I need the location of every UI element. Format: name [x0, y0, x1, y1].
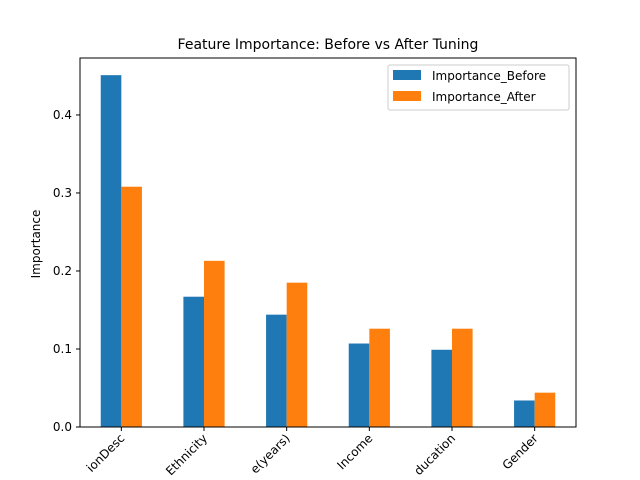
- y-tick-label: 0.1: [53, 342, 72, 356]
- legend-label: Importance_Before: [432, 69, 546, 83]
- bar-after: [534, 392, 556, 427]
- bar-after: [369, 328, 390, 427]
- legend: Importance_Before Importance_After: [387, 64, 570, 111]
- y-tick-label: 0.2: [53, 264, 72, 278]
- bar-after: [452, 328, 473, 427]
- plot-frame: [79, 57, 577, 428]
- y-axis-label: Importance: [29, 210, 43, 279]
- bar-before: [183, 296, 204, 427]
- bar-before: [514, 400, 535, 427]
- chart-title: Feature Importance: Before vs After Tuni…: [178, 37, 479, 53]
- bar-after: [121, 186, 142, 427]
- bar-after: [204, 260, 225, 427]
- bars-group: [100, 75, 556, 428]
- bar-after: [286, 282, 308, 427]
- y-tick-label: 0.4: [53, 108, 72, 122]
- bar-before: [266, 314, 287, 427]
- bar-before: [348, 343, 370, 427]
- y-tick-label: 0.0: [53, 420, 72, 434]
- legend-label: Importance_After: [432, 90, 536, 104]
- legend-box: [387, 64, 570, 111]
- bar-before: [431, 349, 452, 427]
- legend-swatch: [393, 70, 421, 80]
- legend-swatch: [393, 91, 421, 101]
- y-axis: 0.0 0.1 0.2 0.3 0.4: [53, 108, 80, 434]
- bar-before: [100, 75, 122, 428]
- y-tick-label: 0.3: [53, 186, 72, 200]
